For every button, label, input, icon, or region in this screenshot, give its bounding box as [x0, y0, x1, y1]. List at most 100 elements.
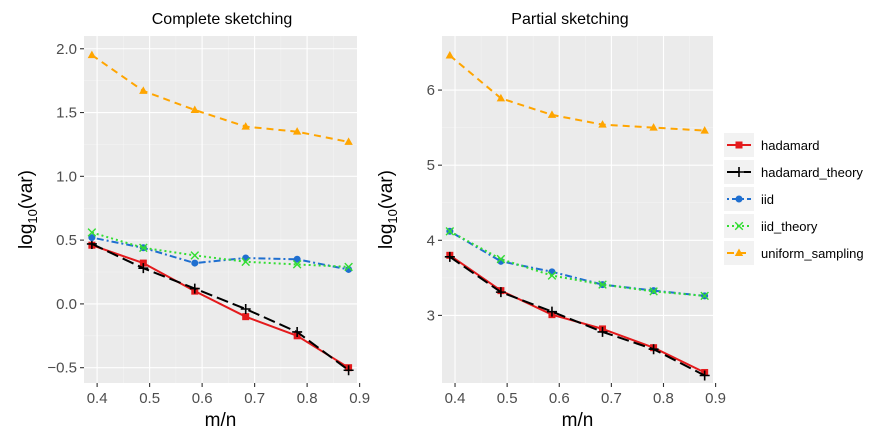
data-point-uniform-sampling — [344, 137, 353, 145]
legend-item-hadamard-theory: hadamard_theory — [724, 160, 863, 184]
x-tick-label: 0.9 — [349, 390, 370, 407]
data-point-iid-theory — [87, 228, 97, 237]
data-point-hadamard-theory — [189, 283, 200, 294]
data-point-iid-theory — [547, 271, 557, 280]
y-tick-label: 0.5 — [56, 232, 77, 249]
data-point-iid — [191, 259, 199, 267]
legend-item-hadamard: hadamard — [724, 133, 820, 157]
data-point-hadamard-theory — [343, 365, 354, 376]
data-point-iid — [293, 255, 301, 263]
series-line-hadamard-theory — [449, 255, 706, 377]
y-tick-label: 0.0 — [56, 296, 77, 313]
legend-item-iid: iid — [724, 187, 774, 211]
data-point-iid-theory — [139, 243, 148, 253]
legend-key-marker — [734, 221, 744, 231]
data-point-hadamard-theory — [444, 251, 455, 262]
y-tick-label: −0.5 — [47, 360, 77, 377]
data-point-uniform-sampling — [292, 127, 302, 135]
data-point-hadamard-theory — [648, 344, 659, 355]
y-axis-title-subscript: 10 — [385, 209, 400, 223]
y-axis-title-base: log — [16, 224, 37, 249]
data-point-hadamard-theory — [138, 263, 149, 274]
data-point-uniform-sampling — [496, 93, 506, 102]
x-tick-label: 0.4 — [87, 390, 108, 407]
legend-key-marker — [735, 141, 743, 149]
legend-label: uniform_sampling — [761, 246, 864, 261]
data-point-iid-theory — [445, 226, 455, 236]
legend-label: hadamard — [761, 138, 820, 153]
data-point-hadamard-theory — [546, 306, 557, 317]
data-point-hadamard — [242, 313, 250, 321]
panel-title: Complete sketching — [152, 11, 293, 28]
legend-item-iid-theory: iid_theory — [724, 214, 818, 238]
panel-title: Partial sketching — [511, 11, 628, 28]
data-point-iid-theory — [292, 260, 302, 269]
data-point-hadamard-theory — [292, 326, 303, 337]
x-tick-label: 0.9 — [705, 390, 726, 407]
legend-label: iid — [761, 192, 774, 207]
y-axis-title: log10(var) — [376, 170, 400, 249]
data-point-iid-theory — [241, 257, 250, 267]
data-point-iid — [88, 234, 96, 242]
data-point-uniform-sampling — [139, 86, 148, 94]
legend-label: iid_theory — [761, 219, 818, 234]
plot-area — [86, 50, 354, 376]
series-line-hadamard — [91, 244, 350, 369]
data-point-uniform-sampling — [445, 51, 455, 59]
series-line-uniform-sampling — [449, 54, 705, 132]
y-axis-title-base: log — [376, 224, 397, 249]
data-point-hadamard-theory — [597, 326, 608, 337]
panel-complete-sketching: 0.4 0.5 0.6 0.7 0.8 0.9 −0.5 0.0 0.5 1.0 1.5 2.0 Com… — [16, 11, 370, 431]
x-tick-label: 0.7 — [244, 390, 265, 407]
legend-key-marker — [734, 248, 744, 256]
series-line-uniform-sampling — [91, 54, 349, 143]
data-point-uniform-sampling — [190, 105, 199, 113]
data-point-iid-theory — [190, 251, 200, 260]
x-tick-label: 0.7 — [601, 390, 622, 407]
y-tick-label: 5 — [427, 157, 435, 174]
y-tick-label: 2.0 — [56, 41, 77, 58]
legend-key-marker — [734, 167, 744, 177]
data-point-iid-theory — [344, 262, 353, 272]
series-line-iid-theory — [91, 231, 349, 268]
legend-item-uniform-sampling: uniform_sampling — [724, 241, 864, 265]
data-point-hadamard-theory — [699, 370, 710, 381]
x-axis-title: m/n — [205, 410, 237, 431]
x-tick-label: 0.8 — [297, 390, 318, 407]
x-tick-label: 0.6 — [549, 390, 570, 407]
data-point-iid-theory — [700, 291, 709, 301]
data-point-hadamard-theory — [240, 304, 251, 315]
y-axis-title-subscript: 10 — [25, 209, 40, 223]
data-point-iid-theory — [598, 280, 607, 289]
x-tick-label: 0.4 — [445, 390, 466, 407]
panel-background — [442, 36, 713, 383]
x-axis-title: m/n — [562, 410, 594, 431]
data-point-iid-theory — [649, 287, 658, 296]
data-point-hadamard-theory — [495, 287, 506, 298]
y-tick-label: 3 — [427, 307, 435, 324]
y-axis-title: log10(var) — [16, 170, 40, 249]
x-tick-label: 0.5 — [139, 390, 160, 407]
data-point-uniform-sampling — [598, 120, 607, 128]
data-point-iid-theory — [496, 254, 506, 264]
panel-partial-sketching: 0.4 0.5 0.6 0.7 0.8 0.9 3 4 5 6 Partial sketching m… — [376, 11, 726, 431]
legend-label: hadamard_theory — [761, 165, 863, 180]
data-point-iid — [497, 257, 505, 265]
data-point-iid — [548, 268, 556, 276]
x-tick-label: 0.8 — [653, 390, 674, 407]
data-point-uniform-sampling — [87, 50, 97, 59]
data-point-uniform-sampling — [547, 110, 557, 118]
data-point-uniform-sampling — [700, 126, 709, 134]
series-line-hadamard-theory — [91, 242, 350, 372]
y-axis-title-rest: (var) — [16, 170, 37, 209]
data-point-uniform-sampling — [241, 122, 250, 130]
x-tick-label: 0.6 — [192, 390, 213, 407]
y-axis-title-rest: (var) — [376, 170, 397, 209]
legend-key-marker — [735, 195, 743, 203]
data-point-hadamard — [139, 259, 147, 267]
series-line-iid — [91, 236, 349, 271]
x-tick-label: 0.5 — [497, 390, 518, 407]
y-tick-label: 1.0 — [56, 168, 77, 185]
